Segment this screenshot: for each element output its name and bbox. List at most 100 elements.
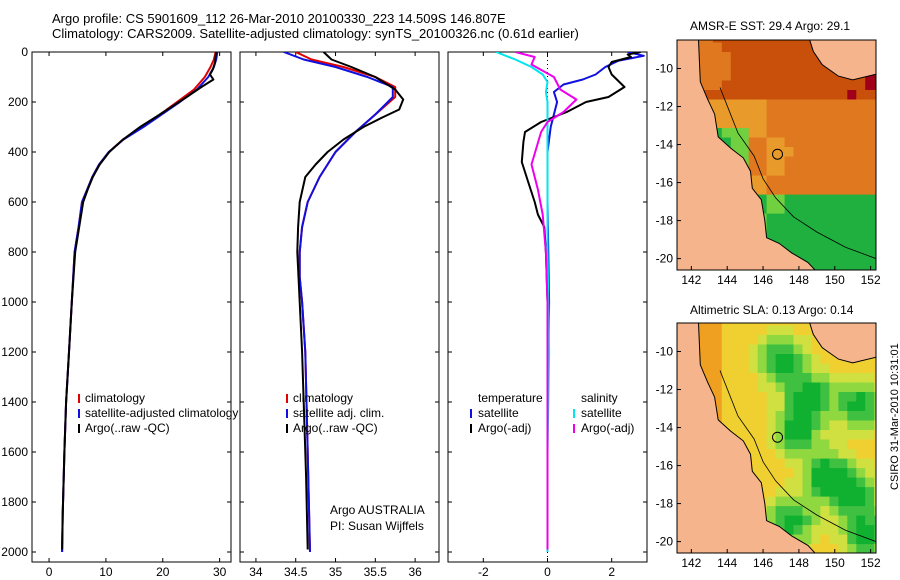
field-cell bbox=[802, 232, 813, 243]
field-cell bbox=[802, 136, 813, 147]
field-cell bbox=[829, 477, 839, 488]
field-cell bbox=[865, 477, 875, 488]
field-cell bbox=[730, 60, 741, 71]
field-cell bbox=[793, 165, 804, 176]
field-cell bbox=[847, 98, 857, 109]
field-cell bbox=[874, 467, 876, 478]
field-cell bbox=[829, 89, 839, 100]
y-tick-label: 1400 bbox=[1, 395, 28, 409]
field-cell bbox=[856, 448, 866, 459]
field-cell bbox=[829, 146, 839, 157]
field-cell bbox=[721, 108, 732, 119]
field-cell bbox=[838, 241, 848, 252]
sst_map: 142 144 146 148 150 152 -10 -12 -14 -16 -18 -20 bbox=[656, 39, 881, 287]
field-cell bbox=[865, 213, 875, 224]
field-cell bbox=[838, 505, 848, 516]
field-cell bbox=[847, 260, 857, 270]
field-cell bbox=[775, 448, 786, 459]
field-cell bbox=[793, 400, 804, 411]
field-cell bbox=[712, 51, 723, 62]
x-tick-label: 142 bbox=[681, 273, 701, 287]
field-cell bbox=[820, 486, 830, 497]
y-tick-label: 2000 bbox=[1, 545, 28, 559]
x-tick-label: 2 bbox=[608, 565, 615, 579]
field-cell bbox=[784, 524, 795, 535]
argo-position-marker bbox=[772, 148, 784, 160]
field-cell bbox=[838, 524, 848, 535]
field-cell bbox=[802, 146, 813, 157]
field-cell bbox=[811, 353, 822, 364]
field-cell bbox=[838, 260, 848, 270]
y-tick-label: 1000 bbox=[1, 295, 28, 309]
field-cell bbox=[802, 372, 813, 383]
field-cell bbox=[757, 439, 768, 450]
field-cell bbox=[820, 400, 830, 411]
field-cell bbox=[775, 136, 786, 147]
field-cell bbox=[793, 98, 804, 109]
legend-group-heading: temperature bbox=[478, 391, 543, 405]
field-cell bbox=[838, 381, 848, 392]
field-cell bbox=[784, 89, 795, 100]
field-cell bbox=[766, 391, 777, 402]
field-cell bbox=[784, 60, 795, 71]
field-cell bbox=[802, 353, 813, 364]
field-cell bbox=[766, 372, 777, 383]
papua-new-guinea-land bbox=[809, 323, 876, 364]
field-cell bbox=[811, 184, 822, 195]
field-cell bbox=[829, 127, 839, 138]
field-cell bbox=[811, 419, 822, 430]
field-cell bbox=[829, 251, 839, 262]
field-cell bbox=[730, 70, 741, 81]
field-cell bbox=[874, 477, 876, 488]
field-cell bbox=[775, 70, 786, 81]
field-cell bbox=[829, 505, 839, 516]
field-cell bbox=[739, 343, 750, 354]
field-cell bbox=[784, 496, 795, 507]
difference-line-salinity-argo bbox=[515, 52, 578, 550]
field-cell bbox=[748, 324, 759, 335]
field-cell bbox=[757, 410, 768, 421]
field-cell bbox=[703, 40, 714, 43]
field-cell bbox=[874, 232, 876, 243]
field-cell bbox=[865, 98, 875, 109]
x-tick-label: 152 bbox=[861, 556, 881, 570]
field-cell bbox=[775, 429, 786, 440]
field-cell bbox=[829, 203, 839, 214]
field-cell bbox=[865, 391, 875, 402]
salinity-series bbox=[283, 52, 405, 553]
field-cell bbox=[820, 79, 830, 90]
field-cell bbox=[865, 184, 875, 195]
field-cell bbox=[847, 156, 857, 167]
field-cell bbox=[802, 324, 813, 335]
field-cell bbox=[721, 419, 732, 430]
argo-position-marker bbox=[772, 431, 784, 443]
field-cell bbox=[811, 467, 822, 478]
field-cell bbox=[811, 165, 822, 176]
field-cell bbox=[874, 203, 876, 214]
field-cell bbox=[775, 477, 786, 488]
field-cell bbox=[784, 477, 795, 488]
field-cell bbox=[829, 448, 839, 459]
field-cell bbox=[748, 146, 759, 157]
field-cell bbox=[874, 222, 876, 233]
australia-land bbox=[677, 323, 816, 553]
field-cell bbox=[784, 486, 795, 497]
field-cell bbox=[874, 213, 876, 224]
field-cell bbox=[784, 184, 795, 195]
field-cell bbox=[748, 117, 759, 128]
field-cell bbox=[793, 448, 804, 459]
field-cell bbox=[784, 70, 795, 81]
field-cell bbox=[829, 391, 839, 402]
field-cell bbox=[748, 334, 759, 345]
field-cell bbox=[757, 40, 768, 43]
field-cell bbox=[802, 222, 813, 233]
field-cell bbox=[811, 203, 822, 214]
field-cell bbox=[856, 260, 866, 270]
sst-map-title: AMSR-E SST: 29.4 Argo: 29.1 bbox=[690, 19, 851, 33]
field-cell bbox=[766, 505, 777, 516]
field-cell bbox=[802, 381, 813, 392]
field-cell bbox=[829, 108, 839, 119]
field-cell bbox=[829, 241, 839, 252]
field-cell bbox=[784, 41, 795, 52]
field-cell bbox=[874, 79, 876, 90]
